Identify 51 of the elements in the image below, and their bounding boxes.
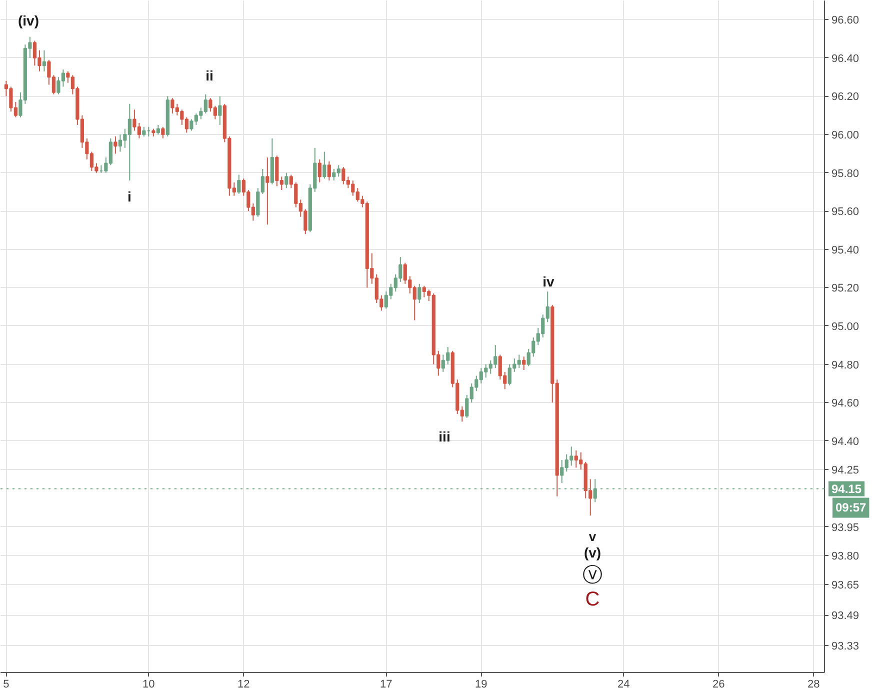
annotation: i xyxy=(128,188,132,204)
y-tick-label: 95.20 xyxy=(832,282,860,295)
candlestick xyxy=(318,158,322,183)
y-tick-label: 94.60 xyxy=(832,398,860,410)
candlestick xyxy=(42,50,46,72)
ref-line-label: 94.15 xyxy=(832,482,862,496)
candlestick xyxy=(218,96,222,126)
candlestick xyxy=(156,124,160,136)
y-tick-label: 96.40 xyxy=(832,52,860,65)
candlestick xyxy=(142,126,146,137)
x-tick-label: 26 xyxy=(712,678,725,690)
y-tick-label: 93.95 xyxy=(832,522,860,534)
x-tick-label: 17 xyxy=(380,678,392,690)
y-tick-label: 93.33 xyxy=(832,640,860,653)
candlestick xyxy=(266,156,270,225)
y-tick-label: 93.80 xyxy=(832,550,860,563)
x-tick-label: 12 xyxy=(238,678,250,690)
candlestick xyxy=(161,126,165,139)
y-tick-label: 95.60 xyxy=(832,206,860,218)
y-tick-label: 96.00 xyxy=(832,130,860,142)
y-tick-label: 94.25 xyxy=(832,464,860,477)
candlestick xyxy=(114,136,118,154)
annotation: ii xyxy=(206,68,214,84)
y-tick-label: 93.49 xyxy=(832,610,860,622)
annotation: iii xyxy=(438,428,450,444)
x-tick-label: 10 xyxy=(142,678,155,690)
annotation: ⓥ xyxy=(582,564,602,586)
candlestick xyxy=(522,356,526,371)
candlestick xyxy=(322,151,326,180)
text: 09:57 xyxy=(836,500,867,515)
annotation: C xyxy=(585,588,600,610)
y-tick-label: 95.00 xyxy=(832,320,860,333)
y-tick-label: 94.40 xyxy=(832,436,860,448)
annotation: (iv) xyxy=(18,12,39,28)
x-tick-label: 19 xyxy=(475,678,488,690)
y-tick-label: 93.65 xyxy=(832,579,860,592)
annotation: iv xyxy=(542,274,555,290)
y-tick-label: 95.80 xyxy=(832,168,860,180)
candlestick xyxy=(418,283,422,304)
y-tick-label: 96.20 xyxy=(832,91,860,104)
annotation: (v) xyxy=(584,544,602,560)
candlestick xyxy=(237,174,241,194)
x-tick-label: 28 xyxy=(807,678,820,690)
y-tick-label: 94.80 xyxy=(832,359,860,372)
candlestick xyxy=(284,172,288,189)
x-tick-label: 24 xyxy=(617,678,630,690)
annotation: v xyxy=(588,529,597,544)
candlestick xyxy=(327,160,331,181)
y-tick-label: 96.60 xyxy=(832,14,860,27)
x-tick-label: 5 xyxy=(3,678,10,690)
y-tick-label: 95.40 xyxy=(832,244,860,256)
